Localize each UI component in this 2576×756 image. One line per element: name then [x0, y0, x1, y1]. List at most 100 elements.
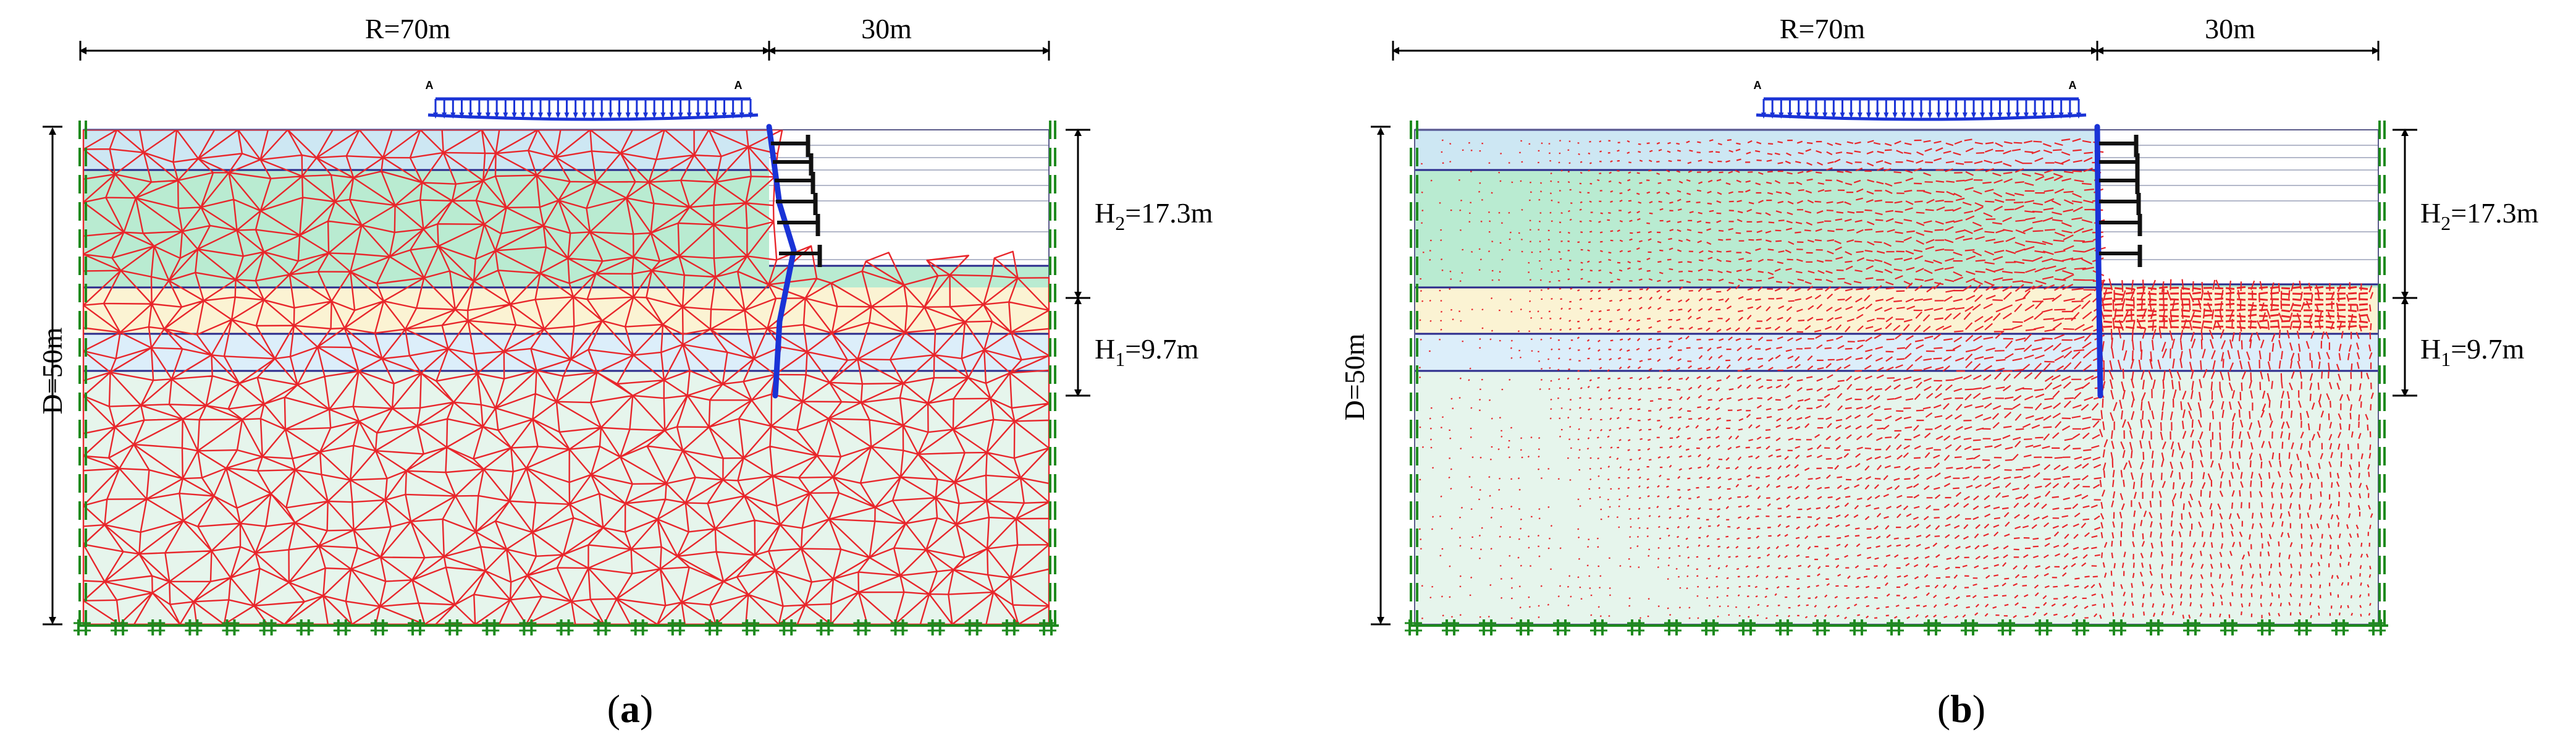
fixed-support-mark: [593, 619, 611, 635]
retaining-wall: [2094, 124, 2103, 399]
load-arrow-head: [547, 113, 552, 119]
anchor-strut: [776, 193, 818, 215]
panel-b-width-label: R=70m: [1780, 13, 1866, 45]
fixed-support-mark: [2072, 619, 2089, 635]
panel-b-h2-label: H2=17.3m: [2420, 197, 2539, 234]
fixed-support-mark: [2257, 619, 2275, 635]
anchor-strut: [2099, 153, 2140, 176]
load-arrow-head: [1962, 113, 1968, 119]
fixed-support-mark: [630, 619, 648, 635]
fixed-support-mark: [1405, 619, 1422, 635]
load-arrow-head: [2024, 113, 2029, 119]
fixed-support-mark: [111, 619, 128, 635]
panel-b-dimensions: R=70m 30m D=50m H2=17.3m H1=9.7m A A: [1339, 13, 2539, 626]
anchor-strut: [775, 172, 815, 194]
panel-a-structure: [74, 97, 1059, 635]
panel-a-caption: (a): [607, 687, 654, 731]
fixed-support-mark: [816, 619, 834, 635]
load-arrow-head: [2032, 113, 2038, 119]
load-arrow-head: [2058, 113, 2064, 119]
load-arrow-head: [581, 113, 587, 119]
fixed-support-mark: [2183, 619, 2200, 635]
load-arrow-head: [1831, 113, 1837, 119]
fixed-support-mark: [2109, 619, 2126, 635]
anchor-strut: [779, 245, 822, 267]
soil-layer-retained: [1415, 170, 2097, 287]
fixed-support-mark: [1924, 619, 1941, 635]
panel-a-h2-label: H2=17.3m: [1095, 197, 1213, 234]
panel-b-caption: (b): [1937, 687, 1985, 731]
surcharge-load: [1756, 97, 2087, 121]
load-arrow-head: [660, 113, 666, 119]
fixed-support-mark: [1812, 619, 1830, 635]
load-arrow-head: [730, 113, 736, 119]
fixed-support-mark: [890, 619, 908, 635]
fixed-support-mark: [370, 619, 388, 635]
load-arrow-head: [739, 113, 744, 119]
load-arrow-head: [494, 113, 500, 119]
panel-b-displacement-vectors: R=70m 30m D=50m H2=17.3m H1=9.7m A A (b): [1339, 13, 2539, 731]
panel-b-displacement-field: [1418, 138, 2374, 619]
fixed-support-mark: [185, 619, 203, 635]
load-arrow-head: [625, 113, 631, 119]
load-arrow-head: [1989, 113, 1994, 119]
load-arrow-head: [1892, 113, 1898, 119]
panel-a-load-label-left: A: [426, 79, 434, 91]
fixed-support-mark: [2294, 619, 2312, 635]
load-arrow-head: [2050, 113, 2055, 119]
load-arrow-head: [704, 113, 710, 119]
load-arrow-head: [722, 113, 727, 119]
surcharge-load: [427, 97, 759, 121]
panel-b-structure: [1405, 97, 2388, 635]
load-arrow-head: [503, 113, 508, 119]
fixed-support-mark: [667, 619, 685, 635]
load-arrow-head: [1761, 113, 1766, 119]
load-arrow-head: [459, 113, 465, 119]
panel-b-load-label-left: A: [1754, 79, 1762, 91]
fixed-support-mark: [74, 619, 91, 635]
load-arrow-head: [476, 113, 482, 119]
fixed-support-mark: [2146, 619, 2163, 635]
load-arrow-head: [1804, 113, 1810, 119]
panel-a-dimensions: R=70m 30m D=50m H2=17.3m H1=9.7m A A: [36, 13, 1213, 626]
anchor-strut: [2099, 245, 2142, 267]
fixed-support-mark: [1887, 619, 1904, 635]
load-arrow-head: [564, 113, 570, 119]
fixed-support-mark: [1001, 619, 1019, 635]
soil-layer-retained: [1415, 287, 2097, 334]
load-arrow-head: [1884, 113, 1889, 119]
load-arrow-head: [511, 113, 517, 119]
load-arrow-head: [696, 113, 701, 119]
fixed-support-mark: [1590, 619, 1607, 635]
fixed-support-mark: [1961, 619, 1978, 635]
fixed-support-mark: [1775, 619, 1793, 635]
fixed-support-mark: [853, 619, 871, 635]
load-arrow-head: [520, 113, 526, 119]
fixed-support-mark: [1701, 619, 1719, 635]
fixed-support-mark: [704, 619, 722, 635]
load-arrow-head: [643, 113, 648, 119]
fixed-support-mark: [1479, 619, 1496, 635]
fixed-support-mark: [2368, 619, 2386, 635]
load-arrow-head: [1814, 113, 1819, 119]
load-arrow-head: [748, 113, 753, 119]
fixed-support-mark: [1553, 619, 1570, 635]
load-arrow-head: [450, 113, 456, 119]
fixed-support-mark: [259, 619, 277, 635]
anchor-strut: [2099, 172, 2140, 194]
fixed-support-mark: [742, 619, 760, 635]
load-arrow-head: [634, 113, 639, 119]
fixed-support-mark: [927, 619, 945, 635]
load-arrow-head: [1909, 113, 1915, 119]
load-arrow-head: [617, 113, 622, 119]
load-arrow-head: [713, 113, 718, 119]
load-arrow-head: [1840, 113, 1845, 119]
panel-b-load-label-right: A: [2069, 79, 2077, 91]
load-arrow-head: [1927, 113, 1933, 119]
anchor-strut: [777, 214, 820, 236]
load-arrow-head: [442, 113, 447, 119]
fixed-support-mark: [1039, 619, 1056, 635]
load-arrow-head: [1770, 113, 1775, 119]
panel-b-soil-layers: [1414, 129, 2379, 625]
